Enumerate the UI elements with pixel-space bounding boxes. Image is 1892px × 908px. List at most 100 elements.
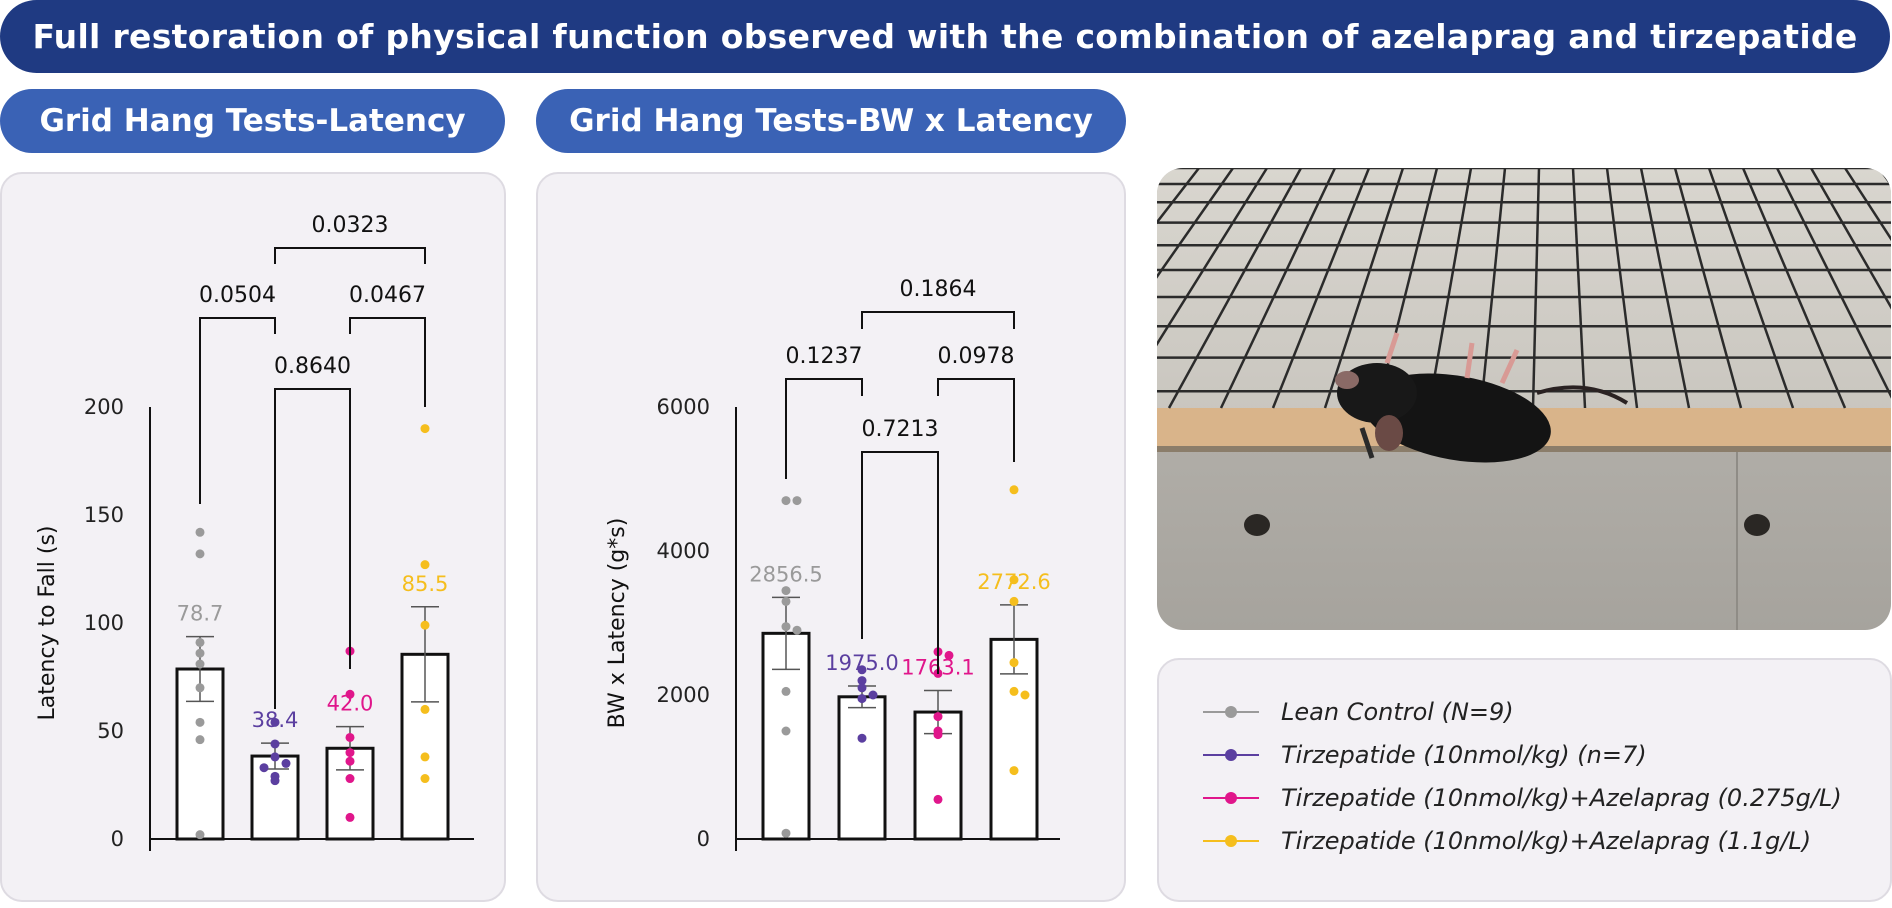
data-point (857, 733, 867, 743)
data-point (420, 620, 430, 630)
data-point (420, 704, 430, 714)
data-point (281, 758, 291, 768)
bar (837, 695, 887, 841)
data-point (1009, 485, 1019, 495)
p-value-label: 0.7213 (862, 417, 939, 442)
value-label: 78.7 (177, 602, 224, 626)
y-tick-label: 150 (84, 503, 124, 527)
panel-title-latency-text: Grid Hang Tests-Latency (39, 103, 466, 139)
data-point (420, 774, 430, 784)
p-value-label: 0.1237 (786, 344, 863, 369)
y-tick-label: 0 (697, 827, 710, 851)
data-point (868, 690, 878, 700)
legend-marker-lean-control (1203, 706, 1259, 718)
data-point (345, 812, 355, 822)
data-point (270, 776, 280, 786)
data-point (781, 496, 791, 506)
data-point (857, 694, 867, 704)
significance-bracket (199, 317, 276, 504)
legend-label-tirzepatide-azelaprag-low: Tirzepatide (10nmol/kg)+Azelaprag (0.275… (1281, 784, 1842, 812)
data-point (933, 712, 943, 722)
y-tick-label: 2000 (657, 683, 710, 707)
data-point (1009, 766, 1019, 776)
mouse-body (1335, 332, 1629, 463)
legend-item-lean-control: Lean Control (N=9) (1203, 697, 1514, 727)
data-point (345, 756, 355, 766)
data-point (781, 686, 791, 696)
data-point (420, 752, 430, 762)
legend-marker-tirzepatide-azelaprag-high (1203, 835, 1259, 847)
data-point (259, 763, 269, 773)
value-label: 38.4 (252, 708, 299, 732)
data-point (1020, 690, 1030, 700)
legend-label-tirzepatide: Tirzepatide (10nmol/kg) (n=7) (1281, 741, 1647, 769)
data-point (857, 665, 867, 675)
latency-chart: 0 50 100 150 200 Latency to Fall (s) 78.7 38.4 4… (35, 213, 474, 851)
data-point (195, 659, 205, 669)
data-point (792, 496, 802, 506)
data-point (857, 676, 867, 686)
data-point (944, 650, 954, 660)
y-axis-label: Latency to Fall (s) (35, 526, 60, 721)
significance-bracket (785, 378, 863, 479)
data-point (781, 622, 791, 632)
legend-panel (1157, 658, 1892, 902)
data-point (345, 689, 355, 699)
data-point (270, 717, 280, 727)
legend-label-lean-control: Lean Control (N=9) (1281, 698, 1514, 726)
chart-panel-latency: 0 50 100 150 200 Latency to Fall (s) 78.7 38.4 4… (0, 172, 506, 902)
data-point (345, 748, 355, 758)
data-point (792, 625, 802, 635)
significance-bracket (274, 247, 426, 264)
data-point (195, 830, 205, 840)
data-point (1009, 596, 1019, 606)
panel-title-latency: Grid Hang Tests-Latency (0, 89, 505, 153)
y-tick-label: 50 (97, 719, 124, 743)
significance-bracket (274, 388, 351, 709)
data-point (270, 752, 280, 762)
legend-marker-tirzepatide-azelaprag-low (1203, 792, 1259, 804)
data-point (781, 586, 791, 596)
p-value-label: 0.0323 (312, 213, 389, 238)
data-point (1009, 658, 1019, 668)
legend-marker-tirzepatide (1203, 749, 1259, 761)
p-value-label: 0.0504 (199, 283, 276, 308)
data-point (1009, 575, 1019, 585)
y-tick-label: 100 (84, 611, 124, 635)
y-axis-label: BW x Latency (g*s) (605, 518, 630, 729)
page-title: Full restoration of physical function ob… (32, 17, 1858, 56)
data-point (1009, 686, 1019, 696)
data-point (195, 549, 205, 559)
data-point (781, 828, 791, 838)
data-point (345, 774, 355, 784)
data-point (270, 739, 280, 749)
significance-bracket (861, 311, 1015, 329)
p-value-label: 0.1864 (900, 277, 977, 302)
data-point (195, 648, 205, 658)
data-point (345, 732, 355, 742)
y-tick-label: 0 (111, 827, 124, 851)
page-title-banner: Full restoration of physical function ob… (0, 0, 1890, 73)
chart-panel-bw-latency: 0 2000 4000 6000 BW x Latency (g*s) 2856.5 197… (536, 172, 1126, 902)
panel-title-bw-latency: Grid Hang Tests-BW x Latency (536, 89, 1126, 153)
value-label: 1975.0 (825, 651, 898, 675)
value-label: 2856.5 (749, 562, 822, 586)
data-point (195, 683, 205, 693)
mouse-grid-photo (1157, 168, 1891, 630)
bw-latency-chart: 0 2000 4000 6000 BW x Latency (g*s) 2856.5 197… (605, 277, 1060, 851)
y-tick-label: 200 (84, 395, 124, 419)
significance-bracket (937, 378, 1015, 462)
data-point (857, 683, 867, 693)
significance-bracket (861, 451, 939, 674)
data-point (195, 735, 205, 745)
p-value-label: 0.8640 (274, 354, 351, 379)
panel-title-bw-latency-text: Grid Hang Tests-BW x Latency (569, 103, 1093, 139)
p-value-label: 0.0978 (938, 344, 1015, 369)
data-point (933, 794, 943, 804)
legend-item-tirzepatide-azelaprag-high: Tirzepatide (10nmol/kg)+Azelaprag (1.1g/… (1203, 826, 1811, 856)
value-label: 2772.6 (977, 570, 1050, 594)
data-point (195, 637, 205, 647)
legend-item-tirzepatide: Tirzepatide (10nmol/kg) (n=7) (1203, 740, 1647, 770)
p-value-label: 0.0467 (349, 283, 426, 308)
significance-bracket (349, 317, 426, 407)
